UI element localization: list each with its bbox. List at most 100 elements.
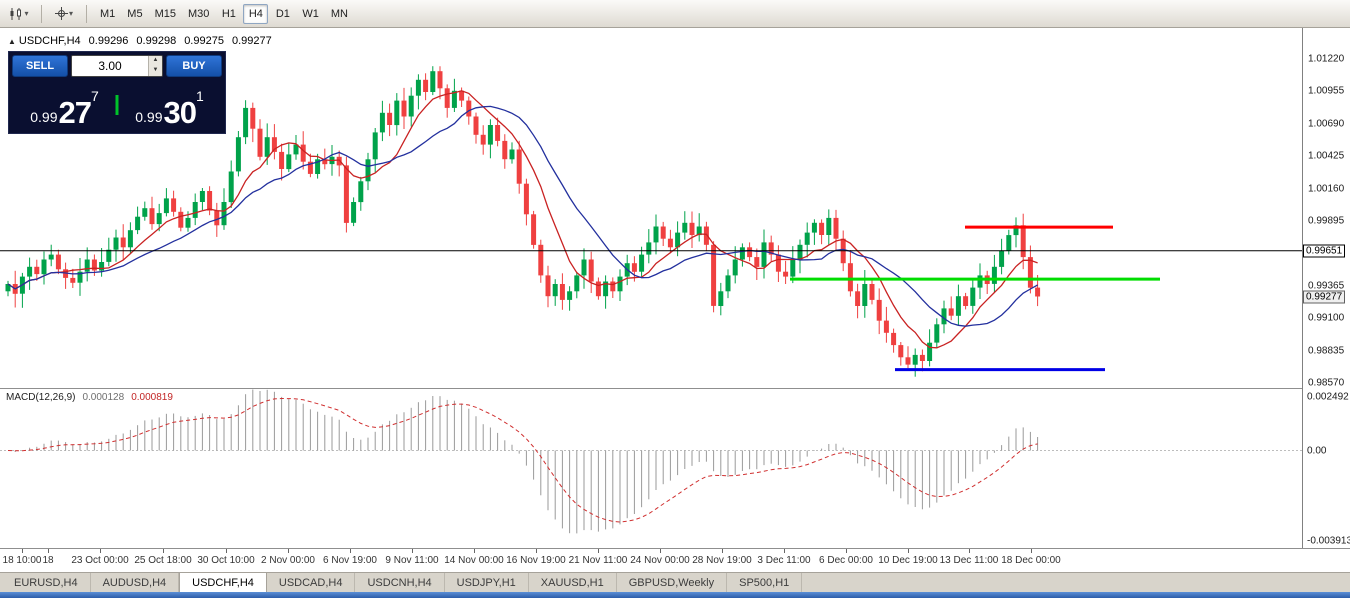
timeframe-button-group: M1 M5 M15 M30 H1 H4 D1 W1 MN [94, 3, 354, 24]
timeframe-button-d1[interactable]: D1 [275, 7, 290, 20]
time-tick-mark [846, 549, 847, 553]
bid-price-pips: 27 [58, 94, 91, 130]
macd-label: MACD(12,26,9) 0.000128 0.000819 [6, 392, 173, 403]
buy-button[interactable]: BUY [166, 55, 222, 77]
symbol-arrow-icon: ▲ [8, 36, 16, 46]
price-tick-label: 0.98570 [1308, 377, 1345, 389]
volume-control: ▲ ▼ [71, 55, 163, 77]
bid-price-big-figure: 0.99 [30, 108, 58, 125]
time-tick-label: 18 Dec 00:00 [1001, 555, 1061, 566]
price-tick-label: 1.00690 [1308, 118, 1345, 130]
chart-tab-bar: EURUSD,H4 AUDUSD,H4 USDCHF,H4 USDCAD,H4 USDC… [0, 572, 1350, 592]
ohlc-low: 0.99275 [184, 35, 224, 47]
time-tick-mark [163, 549, 164, 553]
panel-separator [0, 548, 1350, 549]
timeframe-button-m1[interactable]: M1 [100, 7, 116, 20]
chart-tab-usdjpy-h1[interactable]: USDJPY,H1 [445, 573, 529, 592]
volume-increase-button[interactable]: ▲ [149, 56, 162, 66]
timeframe-button-m30[interactable]: M30 [187, 7, 210, 20]
macd-axis-min: -0.003913 [1307, 535, 1350, 547]
time-tick-mark [288, 549, 289, 553]
chart-symbol-label: USDCHF,H4 [18, 35, 81, 47]
macd-axis-zero: 0.00 [1307, 445, 1327, 456]
time-tick-label: 6 Dec 00:00 [819, 555, 873, 566]
price-tick-label: 0.99100 [1308, 312, 1345, 324]
chart-tab-xauusd-h1[interactable]: XAUUSD,H1 [529, 573, 617, 592]
chart-tab-audusd-h4[interactable]: AUDUSD,H4 [91, 573, 180, 592]
candlestick-glyph [10, 7, 22, 20]
chart-tab-gbpusd-weekly[interactable]: GBPUSD,Weekly [617, 573, 728, 592]
ohlc-open: 0.99296 [88, 35, 129, 47]
timeframe-button-m5[interactable]: M5 [127, 7, 143, 20]
macd-chart [0, 389, 1302, 534]
time-tick-label: 30 Oct 10:00 [197, 555, 255, 566]
time-tick-mark [412, 549, 413, 553]
chart-tab-usdcnh-h4[interactable]: USDCNH,H4 [355, 573, 445, 592]
price-tick-label: 0.98835 [1308, 345, 1345, 357]
toolbar-separator [41, 4, 42, 23]
toolbar-separator [86, 4, 87, 23]
macd-value-main: 0.000128 [82, 392, 125, 403]
bid-price-fraction: 7 [90, 88, 99, 104]
moving-average-8 [7, 90, 1038, 349]
time-tick-label: 28 Nov 19:00 [692, 555, 752, 566]
panel-separator[interactable] [0, 388, 1350, 389]
price-axis[interactable]: 0.99651 0.99277 0.002492 0.00 -0.003913 … [1302, 28, 1350, 548]
volume-input[interactable] [72, 56, 148, 76]
time-tick-label: 21 Nov 11:00 [568, 555, 628, 566]
macd-name: MACD(12,26,9) [6, 392, 76, 403]
time-axis[interactable]: 18 10:00 18 23 Oct 00:00 25 Oct 18:00 30 Oct… [0, 549, 1350, 572]
time-tick-mark [784, 549, 785, 553]
chevron-down-icon: ▾ [24, 9, 29, 18]
volume-decrease-button[interactable]: ▼ [149, 66, 162, 76]
timeframe-button-m15[interactable]: M15 [154, 7, 176, 20]
time-tick-label: 24 Nov 00:00 [630, 555, 690, 566]
price-tick-label: 1.00955 [1308, 85, 1345, 97]
window-bottom-border [0, 592, 1350, 598]
chart-tab-eurusd-h4[interactable]: EURUSD,H4 [2, 573, 91, 592]
ask-price-big-figure: 0.99 [135, 108, 163, 125]
sell-button[interactable]: SELL [12, 55, 68, 77]
macd-signal-line [7, 397, 1038, 523]
time-tick-mark [660, 549, 661, 553]
price-chart-canvas[interactable]: ▲ USDCHF,H4 0.99296 0.99298 0.99275 0.99… [0, 28, 1302, 388]
chart-tab-sp500-h1[interactable]: SP500,H1 [727, 573, 803, 592]
timeframe-button-w1[interactable]: W1 [302, 7, 319, 20]
macd-indicator-panel[interactable]: MACD(12,26,9) 0.000128 0.000819 [0, 389, 1302, 548]
hline-price-tag: 0.99651 [1303, 244, 1346, 258]
bid-price-display[interactable]: 0.99 27 7 [12, 80, 117, 130]
time-tick-mark [722, 549, 723, 553]
chart-ohlc-header: ▲ USDCHF,H4 0.99296 0.99298 0.99275 0.99… [8, 35, 272, 47]
bid-price-tag: 0.99277 [1303, 290, 1346, 304]
time-tick-mark [226, 549, 227, 553]
time-tick-label: 6 Nov 19:00 [323, 555, 377, 566]
crosshair-glyph [54, 7, 68, 20]
time-tick-mark [100, 549, 101, 553]
price-tick-label: 1.00160 [1308, 183, 1345, 195]
one-click-trading-panel: SELL ▲ ▼ BUY 0.99 27 7 0.99 30 1 [8, 51, 226, 134]
price-tick-label: 0.99895 [1308, 215, 1345, 227]
ohlc-high: 0.99298 [136, 35, 177, 47]
candlestick-chart-icon[interactable]: ▾ [4, 4, 34, 24]
time-tick-label: 18 [42, 555, 54, 566]
crosshair-icon[interactable]: ▾ [49, 4, 79, 24]
timeframe-button-mn[interactable]: MN [330, 7, 348, 20]
spread-indicator [115, 95, 119, 115]
ohlc-close: 0.99277 [231, 35, 272, 47]
price-tick-label: 1.00425 [1308, 150, 1345, 162]
time-tick-mark [22, 549, 23, 553]
macd-axis-max: 0.002492 [1307, 391, 1349, 403]
ask-price-display[interactable]: 0.99 30 1 [117, 80, 222, 130]
time-tick-mark [908, 549, 909, 553]
price-tick-label: 0.99365 [1308, 280, 1345, 292]
chart-tab-usdchf-h4[interactable]: USDCHF,H4 [179, 573, 267, 592]
time-tick-mark [536, 549, 537, 553]
time-tick-label: 23 Oct 00:00 [71, 555, 129, 566]
chart-tab-usdcad-h4[interactable]: USDCAD,H4 [267, 573, 356, 592]
time-tick-mark [350, 549, 351, 553]
time-tick-mark [1031, 549, 1032, 553]
ask-price-pips: 30 [163, 94, 196, 130]
timeframe-button-h1[interactable]: H1 [221, 7, 236, 20]
timeframe-button-h4[interactable]: H4 [243, 3, 269, 24]
time-tick-label: 16 Nov 19:00 [506, 555, 566, 566]
